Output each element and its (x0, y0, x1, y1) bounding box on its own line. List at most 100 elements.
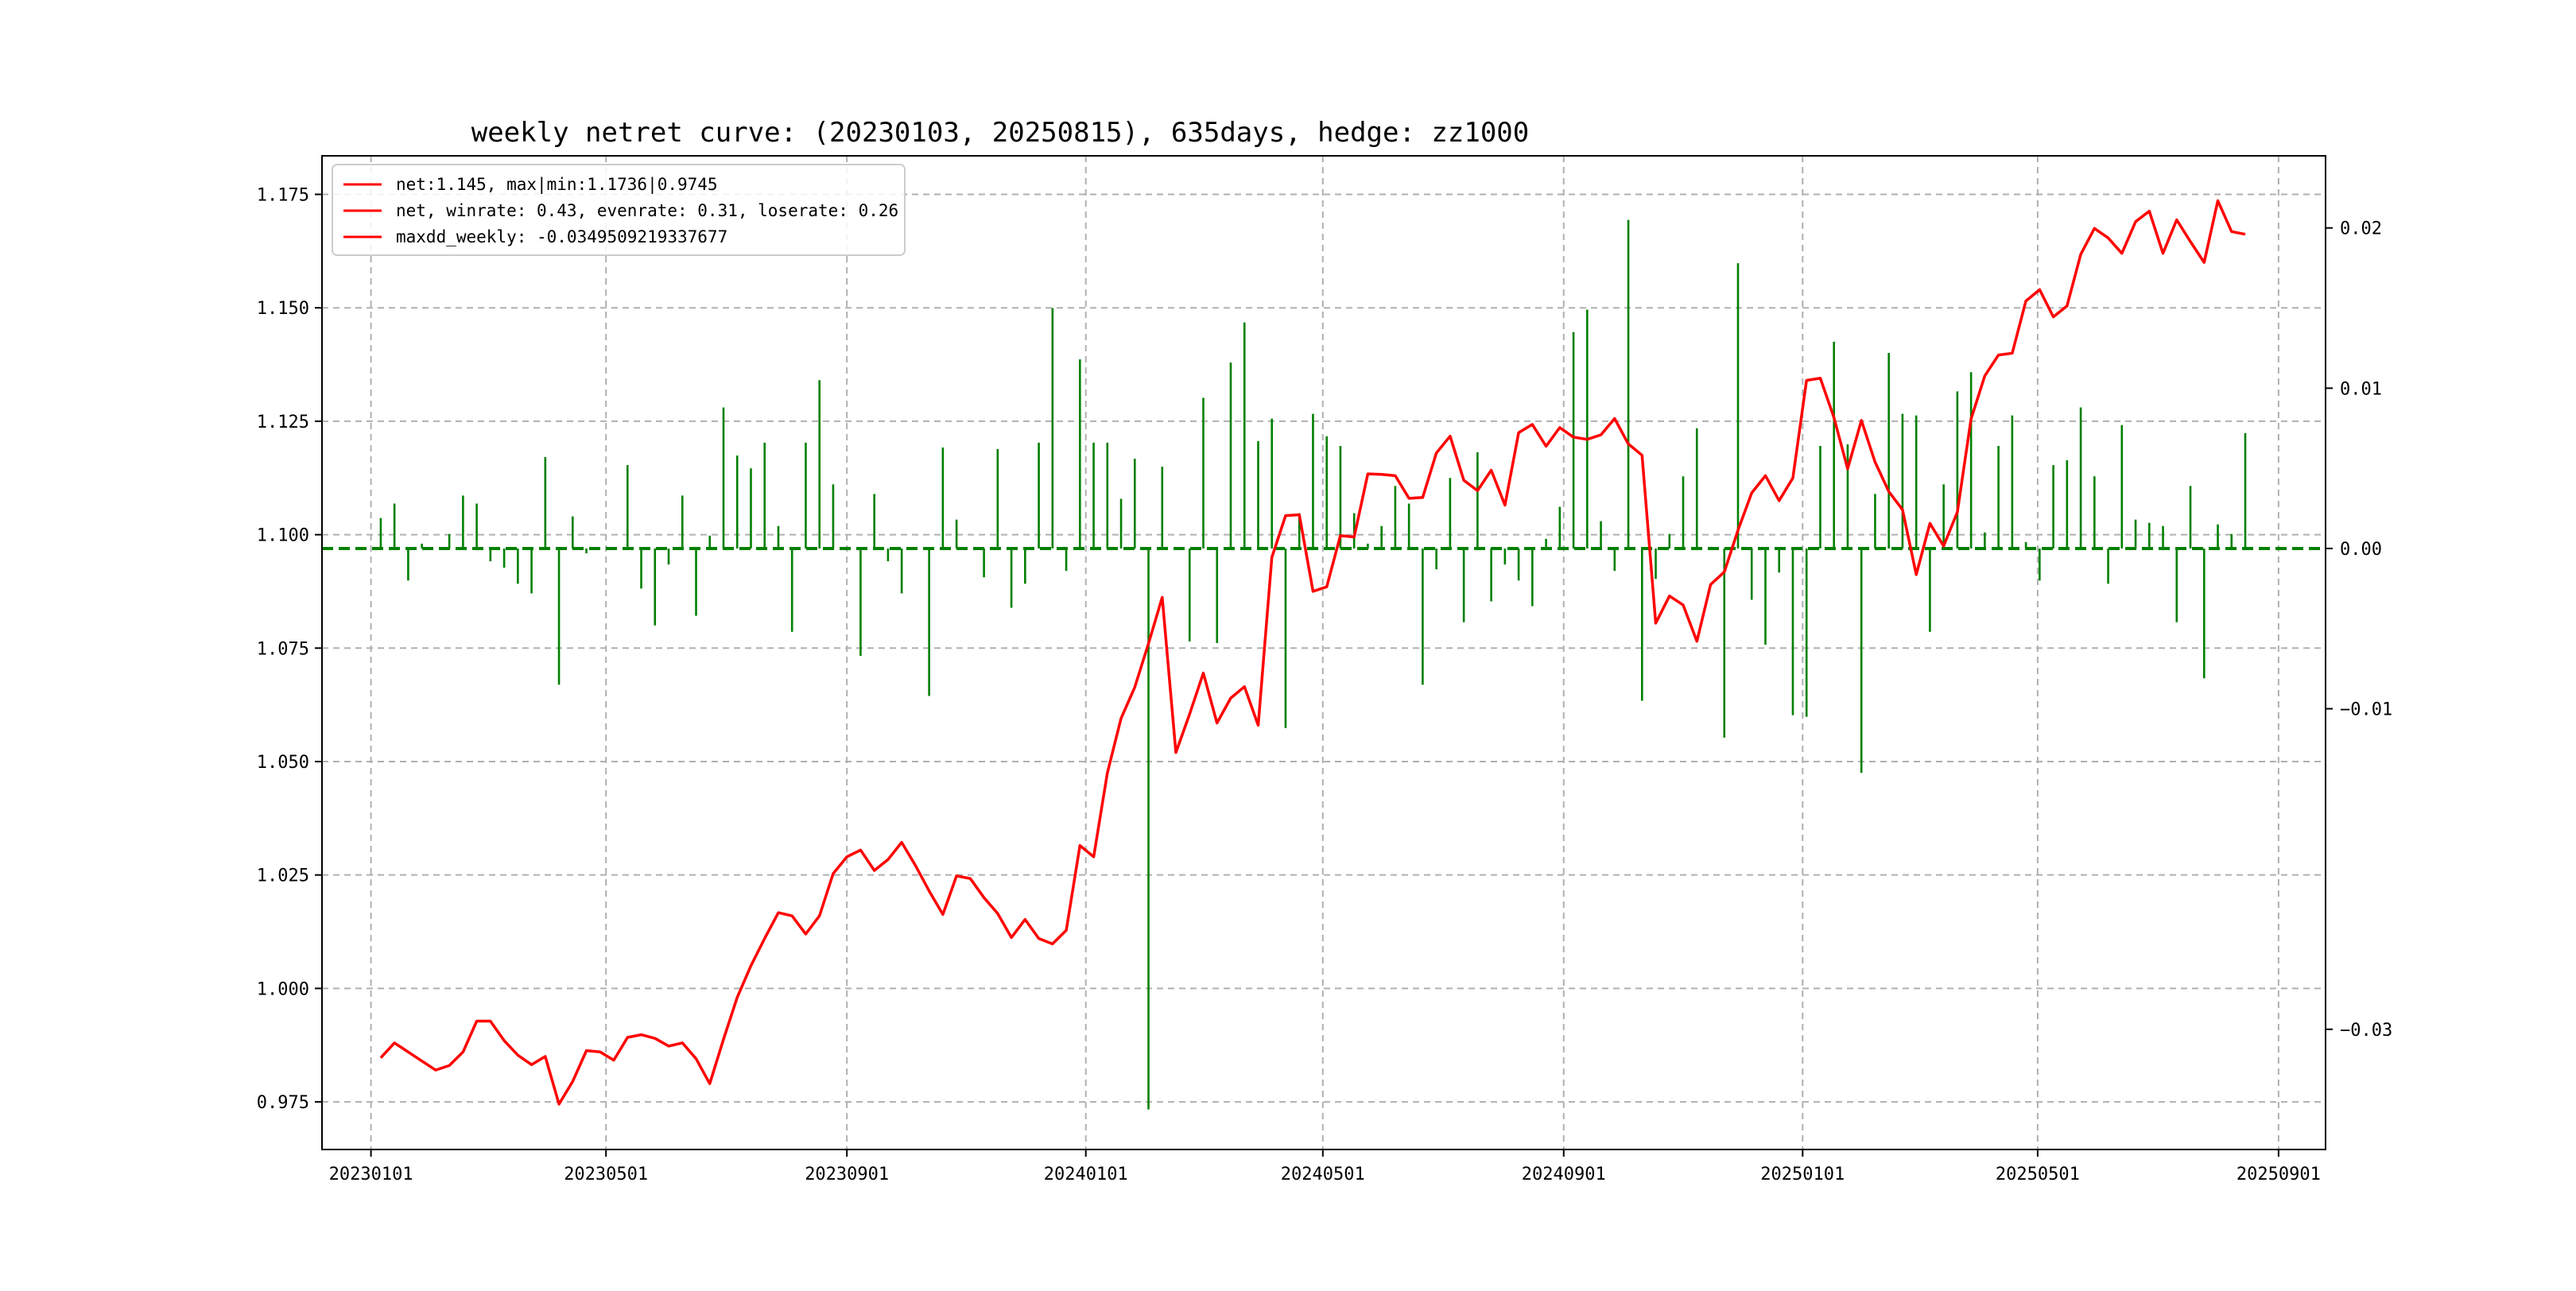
weekly-bar (2202, 548, 2206, 679)
weekly-bar (2052, 465, 2054, 549)
weekly-bar (1119, 498, 1123, 549)
weekly-bar (1668, 533, 1671, 549)
left-axis: 0.975 1.000 1.025 1.050 1.075 1.100 1.125 1.150… (257, 186, 322, 1113)
weekly-bar (1202, 397, 1205, 549)
line-layer (379, 199, 2246, 1106)
weekly-bar (2217, 524, 2219, 549)
weekly-bar (886, 548, 890, 562)
weekly-bar (735, 456, 739, 549)
weekly-bar (1778, 548, 1781, 573)
weekly-bar (750, 468, 752, 549)
weekly-bar (1079, 359, 1081, 549)
weekly-bar (544, 457, 547, 549)
x-tick-label: 20230101 (329, 1165, 413, 1184)
weekly-bar (2011, 415, 2014, 549)
right-tick-label: 0.01 (2340, 379, 2382, 399)
weekly-bar (1257, 440, 1259, 549)
weekly-bar (1271, 418, 1274, 549)
weekly-bar (928, 548, 930, 696)
x-tick-label: 20240901 (1522, 1165, 1606, 1184)
x-tick-label: 20250901 (2237, 1165, 2321, 1184)
weekly-bar (1723, 548, 1726, 738)
weekly-bar (1394, 486, 1397, 549)
weekly-bar (983, 548, 985, 578)
weekly-bar (1503, 548, 1507, 565)
weekly-bar (1942, 484, 1945, 549)
weekly-bar (859, 548, 862, 657)
weekly-bar (421, 543, 423, 549)
weekly-bar (1476, 452, 1479, 549)
weekly-bar (1791, 548, 1794, 715)
right-tick-label: −0.03 (2340, 1021, 2392, 1041)
left-tick-label: 1.150 (257, 299, 309, 319)
legend-entry-maxdd: maxdd_weekly: -0.0349509219337677 (396, 227, 727, 246)
x-tick-label: 20230901 (805, 1165, 889, 1184)
weekly-bar (1216, 548, 1219, 643)
weekly-bar (2244, 432, 2247, 549)
weekly-bar (2066, 460, 2069, 549)
weekly-bar (1846, 444, 1849, 549)
left-tick-label: 1.075 (257, 639, 309, 659)
weekly-bar (517, 548, 519, 584)
weekly-bar (1051, 308, 1054, 549)
weekly-bar (1901, 413, 1904, 549)
weekly-bar (1969, 372, 1973, 549)
weekly-bar (1133, 459, 1136, 549)
weekly-bar (1915, 415, 1918, 549)
weekly-bar (996, 448, 999, 549)
weekly-bar (805, 442, 807, 549)
weekly-bar (1600, 521, 1602, 549)
weekly-bar (777, 525, 780, 549)
weekly-bar (1435, 548, 1437, 570)
weekly-bar (1750, 548, 1753, 600)
left-tick-label: 1.100 (257, 526, 309, 546)
weekly-bar (2079, 407, 2082, 549)
x-tick-label: 20250101 (1760, 1165, 1845, 1184)
weekly-bar (502, 548, 506, 568)
weekly-bar (1229, 362, 1232, 549)
weekly-bar (572, 516, 574, 549)
weekly-bar (2230, 533, 2233, 549)
weekly-bar (873, 494, 875, 549)
weekly-bar (2175, 548, 2178, 622)
weekly-bar (1627, 219, 1630, 549)
chart-title: weekly netret curve: (20230103, 20250815… (471, 117, 1530, 149)
plot-frame (321, 155, 2326, 1150)
weekly-bar (1860, 548, 1863, 773)
weekly-bar (1805, 548, 1808, 717)
weekly-bar (1024, 548, 1026, 584)
weekly-bar (557, 548, 561, 685)
weekly-bar (1572, 331, 1575, 549)
weekly-bar (681, 495, 684, 549)
weekly-bar (763, 442, 766, 549)
legend: net:1.145, max|min:1.1736|0.9745 net, wi… (332, 164, 906, 256)
weekly-bar (1545, 538, 1547, 549)
bar-layer (379, 219, 2247, 1110)
weekly-bar (1956, 391, 1959, 549)
left-tick-label: 1.000 (257, 979, 309, 999)
weekly-bar (1092, 442, 1095, 549)
weekly-bar (448, 533, 451, 549)
left-tick-label: 1.050 (257, 753, 309, 773)
weekly-bar (585, 548, 588, 553)
weekly-bar (941, 447, 945, 549)
left-tick-label: 1.025 (257, 866, 309, 886)
left-tick-label: 0.975 (257, 1093, 309, 1113)
weekly-bar (654, 548, 657, 626)
weekly-bar (2039, 548, 2041, 581)
weekly-bar (1490, 548, 1492, 602)
weekly-bar (2107, 548, 2109, 584)
weekly-bar (1038, 442, 1040, 549)
weekly-bar (722, 407, 725, 549)
legend-entry-winrate: net, winrate: 0.43, evenrate: 0.31, lose… (396, 201, 898, 220)
weekly-bar (1161, 467, 1164, 549)
weekly-bar (1407, 503, 1410, 549)
weekly-bar (1284, 548, 1287, 728)
weekly-bar (1298, 513, 1301, 549)
legend-entry-net: net:1.145, max|min:1.1736|0.9745 (396, 175, 718, 195)
right-tick-label: 0.00 (2340, 540, 2382, 560)
weekly-bar (695, 548, 697, 616)
left-tick-label: 1.175 (257, 186, 309, 206)
weekly-bar (1819, 445, 1821, 549)
